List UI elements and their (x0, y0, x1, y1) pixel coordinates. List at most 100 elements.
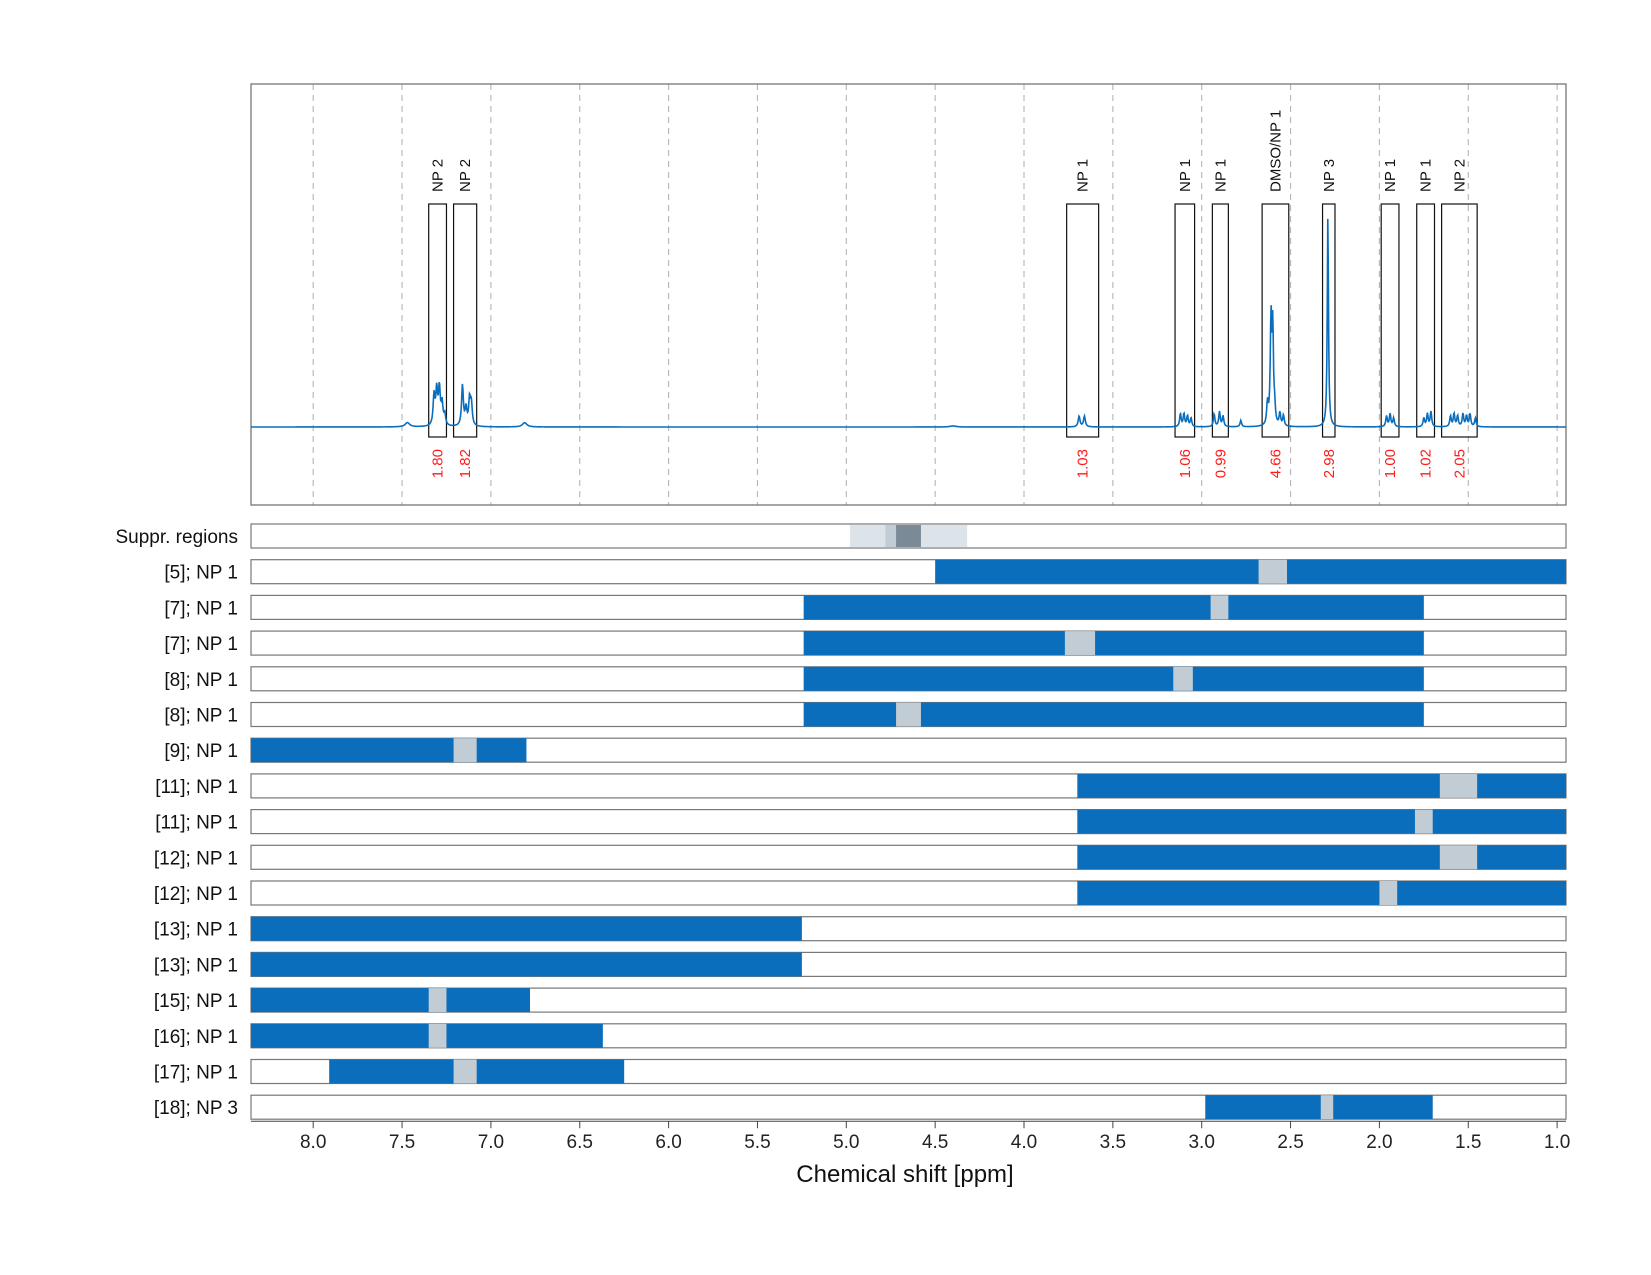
region-box (452, 203, 478, 438)
range-gap (1173, 666, 1193, 691)
spectrum-line (251, 218, 1566, 428)
integral-value: 0.99 (1212, 449, 1229, 478)
range-gap (453, 738, 477, 763)
x-tick-label: 4.5 (922, 1132, 948, 1153)
row-label: [7]; NP 1 (164, 598, 238, 619)
row-label: [11]; NP 1 (155, 813, 238, 834)
region-label: NP 3 (1321, 159, 1338, 192)
x-tick-label: 6.5 (567, 1132, 593, 1153)
region-label: NP 2 (457, 159, 474, 192)
row-label: [17]; NP 1 (154, 1063, 238, 1084)
integral-value: 1.00 (1382, 449, 1399, 478)
range-gap (1379, 881, 1398, 905)
range-bar (251, 738, 527, 763)
row-label: [16]; NP 1 (154, 1027, 238, 1048)
range-gap (428, 988, 447, 1013)
x-tick-label: 3.0 (1188, 1132, 1214, 1153)
region-label: NP 1 (1075, 159, 1092, 192)
row-label: [8]; NP 1 (164, 670, 238, 691)
row-label: [18]; NP 3 (154, 1098, 238, 1119)
range-gap (428, 1023, 447, 1048)
x-tick-label: 1.0 (1544, 1132, 1570, 1153)
region-label: NP 1 (1177, 159, 1194, 192)
range-bar (803, 595, 1424, 620)
range-bar (1077, 809, 1566, 834)
range-bar (251, 988, 530, 1013)
region-label: NP 1 (1382, 159, 1399, 192)
x-tick-label: 5.5 (744, 1132, 770, 1153)
region-boxes (428, 203, 1478, 438)
region-box (1380, 203, 1400, 438)
row-label: [8]; NP 1 (164, 706, 238, 727)
integral-value: 1.80 (430, 449, 447, 478)
x-tick-label: 7.0 (478, 1132, 504, 1153)
x-axis-title: Chemical shift [ppm] (796, 1161, 1013, 1188)
range-bar (1205, 1095, 1433, 1120)
integral-value: 1.06 (1177, 449, 1194, 478)
range-gap (1064, 631, 1096, 656)
region-label: NP 1 (1418, 159, 1435, 192)
range-gap (1439, 773, 1478, 798)
region-label: DMSO/NP 1 (1267, 110, 1284, 192)
x-tick-label: 5.0 (833, 1132, 859, 1153)
range-bar (803, 631, 1424, 656)
region-box (1174, 203, 1196, 438)
suppression-segment (896, 525, 921, 547)
row-label: [11]; NP 1 (155, 777, 238, 798)
region-box (1261, 203, 1290, 438)
range-bar (1077, 773, 1566, 798)
range-gap (453, 1059, 477, 1084)
range-bar (251, 916, 802, 941)
integral-value: 1.03 (1075, 449, 1092, 478)
row-label: [7]; NP 1 (164, 634, 238, 655)
row-label: [15]; NP 1 (154, 991, 238, 1012)
row-label: Suppr. regions (115, 527, 238, 548)
integral-value: 1.02 (1418, 449, 1435, 478)
row-label: [12]; NP 1 (154, 884, 238, 905)
region-box (428, 203, 448, 438)
region-box (1441, 203, 1478, 438)
region-label: NP 2 (1451, 159, 1468, 192)
range-rows: Suppr. regions [5]; NP 1 [7]; NP 1 [7]; NP … (115, 523, 1567, 1120)
x-tick-label: 2.5 (1277, 1132, 1303, 1153)
x-tick-label: 3.5 (1100, 1132, 1126, 1153)
region-labels: NP 2 1.80 NP 2 1.82 NP 1 1.03 NP 1 1.06 NP 1 0.99… (430, 110, 1469, 478)
range-bar (251, 952, 802, 977)
x-tick-label: 4.0 (1011, 1132, 1037, 1153)
x-tick-label: 2.0 (1366, 1132, 1392, 1153)
range-bar (251, 1023, 603, 1048)
region-box (1416, 203, 1436, 438)
spectrum-panel (250, 83, 1567, 506)
region-label: NP 2 (430, 159, 447, 192)
range-gap (1320, 1095, 1334, 1120)
range-gap (896, 702, 921, 727)
integral-value: 1.82 (457, 449, 474, 478)
region-box (1211, 203, 1229, 438)
row-label: [13]; NP 1 (154, 955, 238, 976)
range-gap (1210, 595, 1229, 620)
range-bar (803, 666, 1424, 691)
region-box (1066, 203, 1100, 438)
integral-value: 4.66 (1267, 449, 1284, 478)
row-label: [5]; NP 1 (164, 563, 238, 584)
row-label: [13]; NP 1 (154, 920, 238, 941)
row-label: [9]; NP 1 (164, 741, 238, 762)
region-label: NP 1 (1212, 159, 1229, 192)
row-label: [12]; NP 1 (154, 848, 238, 869)
range-bar (1077, 881, 1566, 905)
range-bar (1077, 845, 1566, 870)
x-axis: 8.0 7.5 7.0 6.5 6.0 5.5 5.0 4.5 4.0 3.5 3.0 2.5 2.0 1… (251, 1120, 1570, 1153)
region-box (1321, 203, 1336, 438)
range-bar (935, 559, 1566, 584)
integral-value: 2.98 (1321, 449, 1338, 478)
grid-lines (312, 84, 1558, 505)
x-tick-label: 7.5 (389, 1132, 415, 1153)
range-gap (1439, 845, 1478, 870)
range-gap (1414, 809, 1433, 834)
x-tick-label: 1.5 (1455, 1132, 1481, 1153)
range-gap (1258, 559, 1288, 584)
x-tick-label: 8.0 (300, 1132, 326, 1153)
x-tick-label: 6.0 (655, 1132, 681, 1153)
integral-value: 2.05 (1451, 449, 1468, 478)
